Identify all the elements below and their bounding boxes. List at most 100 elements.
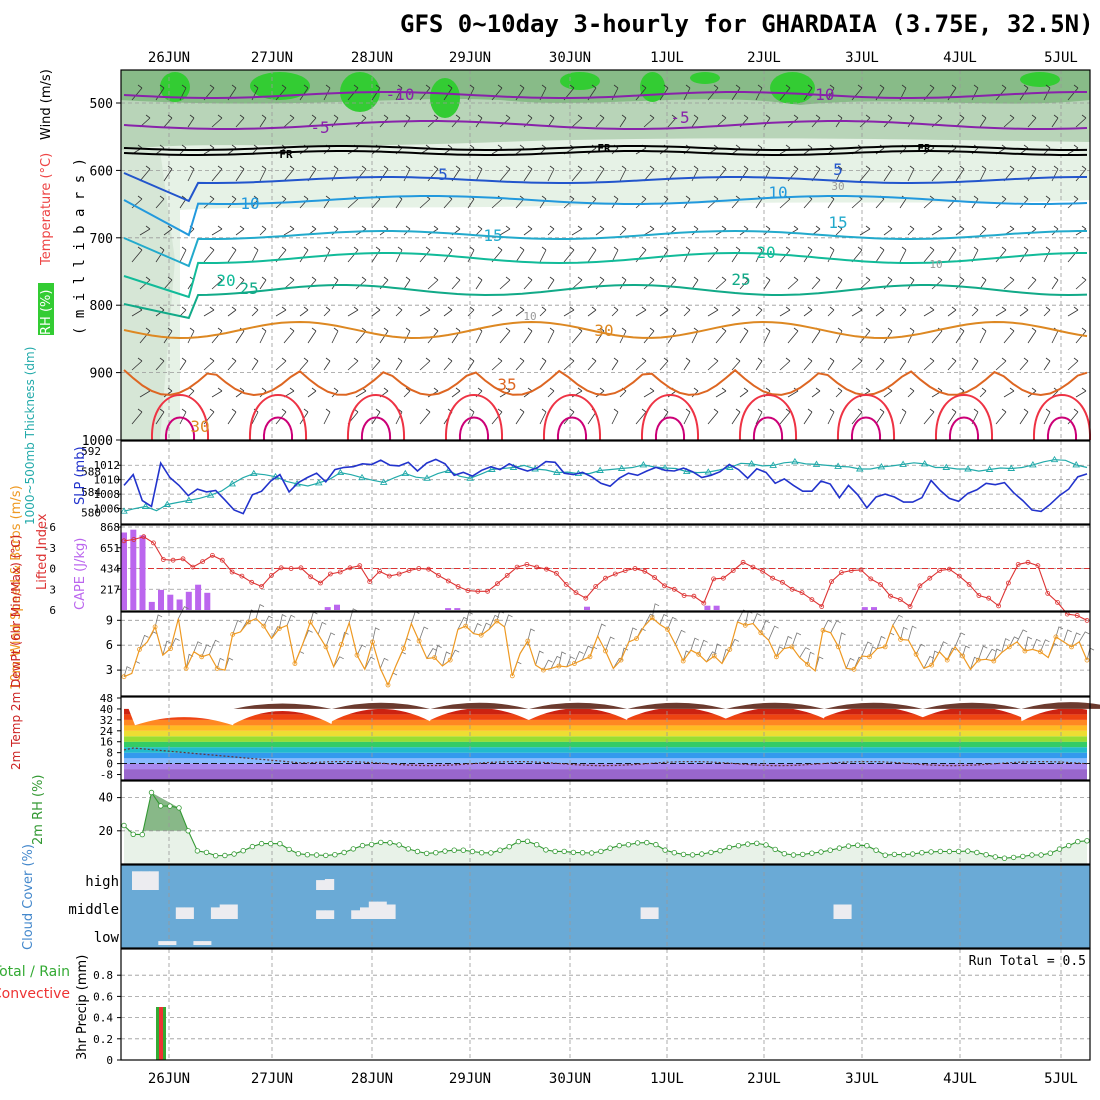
wind10m-point — [416, 638, 422, 644]
rh2m-point — [203, 849, 210, 856]
wind10m-barb — [356, 644, 367, 656]
wind10m-tick-label: 3 — [106, 663, 113, 677]
cloud-bar-low — [202, 941, 212, 945]
wind10m-point — [137, 647, 142, 652]
top-date-label: 28JUN — [351, 50, 393, 66]
wind-barb — [731, 84, 741, 101]
lifted-index-point — [209, 553, 215, 558]
wind-barb — [259, 114, 267, 128]
wind-barb — [475, 165, 483, 182]
wind-barb — [827, 84, 835, 101]
wind10m-point — [742, 622, 748, 628]
wind-barb — [931, 225, 943, 236]
lifted-index-point — [455, 584, 461, 589]
rh2m-point — [231, 851, 237, 857]
wind-barb — [691, 114, 699, 128]
rh-high-patch — [250, 72, 310, 100]
wind-barb — [875, 246, 885, 263]
wind-barb — [1003, 276, 1015, 290]
wind-barb — [299, 357, 309, 371]
precip-tick-label: 0.8 — [93, 969, 113, 982]
rh2m-point — [1038, 852, 1044, 858]
top-date-label: 27JUN — [251, 50, 293, 66]
wind-barb — [155, 306, 165, 317]
rh2m-point — [598, 848, 604, 855]
slp-tick-label: 1006 — [94, 503, 121, 516]
top-date-label: 26JUN — [148, 50, 190, 66]
wind10m-point — [572, 661, 577, 666]
lifted-index-point — [789, 586, 795, 592]
lifted-index-point — [632, 566, 638, 571]
thickness-point — [315, 479, 323, 486]
contour-label: 10 — [240, 194, 259, 213]
wind10m-point — [913, 651, 919, 657]
wind10m-point — [805, 661, 810, 667]
wind-barb — [947, 246, 957, 263]
cloud-bar-middle — [210, 907, 221, 919]
rh2m-point — [1065, 842, 1072, 849]
wind10m-barb — [659, 613, 669, 625]
wind-barb — [883, 387, 893, 398]
wind10m-barb — [876, 635, 886, 649]
cloud-bar-middle — [649, 907, 659, 919]
cape-tick-label: 651 — [100, 542, 120, 555]
thickness-point — [791, 457, 799, 465]
slp-ylabel: SLP (mb) — [73, 446, 88, 505]
wind10m-barb — [286, 614, 296, 626]
wind-barb — [635, 84, 647, 101]
lifted-index-ylabel: Lifted Index — [35, 513, 50, 590]
cloud-level-label: low — [94, 930, 120, 946]
wind-barb — [851, 84, 863, 101]
wind-barb — [803, 408, 813, 425]
lifted-index-point — [121, 538, 127, 544]
contour-label: 35 — [497, 375, 516, 394]
wind-barb — [155, 84, 165, 101]
cape-bar — [158, 589, 164, 610]
lifted-index-point — [337, 569, 343, 575]
wind-barb — [235, 165, 245, 182]
wind10m-barb — [799, 647, 810, 658]
lifted-index-point — [259, 584, 265, 589]
wind10m-barb — [504, 614, 513, 628]
contour-label: 20 — [216, 271, 235, 290]
wind-barb — [995, 246, 1007, 263]
rh2m-point — [212, 853, 219, 859]
cloud-bar-high — [140, 871, 151, 890]
rh2m-point — [726, 844, 732, 851]
wind-barb — [227, 357, 237, 371]
thickness-point — [1072, 461, 1080, 468]
lifted-index-point — [308, 574, 314, 580]
wind-barb — [1051, 276, 1059, 290]
rh2m-point — [313, 852, 320, 858]
temp-max-dome — [923, 702, 1021, 709]
thickness-tick-label: 584 — [81, 486, 101, 499]
thickness-point — [617, 464, 626, 471]
rh2m-point — [543, 847, 549, 853]
bottom-date-label: 1JUL — [650, 1071, 684, 1087]
contour-label: 25 — [731, 270, 750, 289]
lifted-index-point — [1084, 618, 1090, 623]
wind-barb — [1043, 408, 1051, 425]
wind10m-barb — [931, 650, 939, 666]
rh-high-patch — [690, 72, 720, 84]
lifted-index-point — [406, 568, 412, 573]
thickness-point — [141, 502, 150, 509]
wind-barb — [907, 225, 915, 236]
rh2m-point — [469, 848, 476, 855]
lifted-index-point — [190, 564, 196, 570]
bottom-date-label: 27JUN — [251, 1071, 293, 1087]
wind-barb — [307, 387, 317, 398]
lifted-index-point — [465, 588, 471, 593]
thickness-point — [120, 507, 128, 514]
wind-barb — [643, 225, 655, 236]
rh2m-point — [433, 850, 439, 856]
thickness-point — [1007, 464, 1016, 471]
wind-barb — [467, 357, 475, 371]
wind10m-barb — [558, 651, 567, 667]
lifted-index-point — [760, 568, 766, 574]
wind10m-barb — [675, 629, 686, 645]
contour-45 — [360, 416, 392, 441]
thickness-tick-label: 580 — [81, 507, 101, 520]
temp-max-dome — [332, 702, 430, 709]
wind-barb — [187, 114, 195, 128]
